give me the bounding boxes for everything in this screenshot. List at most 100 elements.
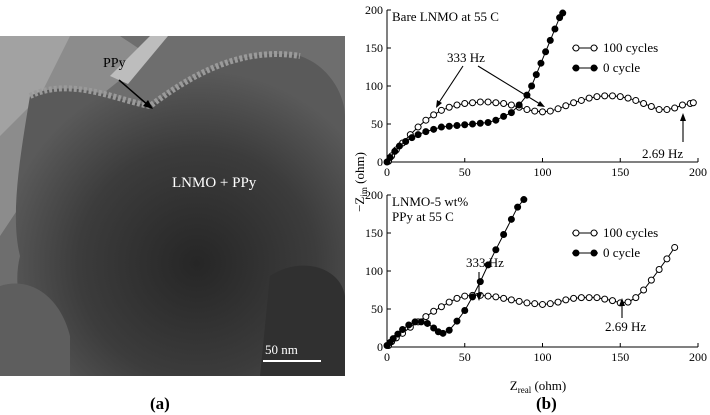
legend-marker [572,249,580,257]
y-tick-label: 100 [365,264,383,278]
data-point [417,318,425,326]
y-tick-label: 0 [377,340,383,354]
bottom-arrowhead-333hz [476,293,482,301]
ppy-label: PPy [103,56,126,71]
data-point [593,294,601,302]
data-point [570,99,578,107]
data-point [593,93,601,101]
data-point [624,298,632,306]
bottom-annotation-269hz: 2.69 Hz [605,319,646,334]
legend-marker [590,229,598,237]
top-arrowhead-333hz-left [436,100,442,108]
x-tick-label: 150 [611,165,629,179]
data-point [577,294,585,302]
data-point [546,36,554,44]
data-point [551,25,559,33]
data-point [422,128,430,136]
composite-label: LNMO + PPy [172,175,257,191]
y-axis-label: −Zim (ohm) [352,152,369,212]
legend-marker [590,249,598,257]
data-point [562,102,570,110]
data-point [507,101,515,109]
chart-title-line: Bare LNMO at 55 C [392,9,499,24]
data-point [492,293,500,301]
data-point [476,119,484,127]
x-tick-label: 50 [459,350,471,364]
top-arrowhead-269hz [680,113,686,121]
data-point [430,307,438,315]
chart-title-line: LNMO-5 wt% [392,194,468,209]
data-point [542,48,550,56]
data-point [601,92,609,100]
data-point [469,99,477,107]
x-tick-label: 100 [534,350,552,364]
data-point [411,318,419,326]
y-tick-label: 50 [371,117,383,131]
ppy-arrow [118,79,153,109]
data-point [616,93,624,101]
data-point [453,122,461,130]
y-tick-label: 150 [365,226,383,240]
data-point [608,92,616,100]
top-annotation-269hz: 2.69 Hz [642,146,683,161]
plot-lnmo-ppy: 0 50 100 150 200 0 50 100 150 200 LNMO-5 wt%PPy at… [365,188,707,364]
top-annotation-333hz: 333 Hz [447,50,485,65]
data-point [484,292,492,300]
data-point [500,231,508,239]
data-point [389,335,397,343]
data-point [492,99,500,107]
y-axis-label-sub: im [359,187,369,197]
legend-marker [572,229,580,237]
legend-label: 100 cycles [603,40,658,55]
x-tick-label: 0 [384,165,390,179]
data-point [430,125,438,133]
data-point [531,300,539,308]
data-point [430,111,438,119]
data-point [484,261,492,269]
data-point [546,107,554,115]
data-point [402,137,410,145]
data-point [445,122,453,130]
data-point [663,106,671,114]
data-point [647,103,655,111]
y-axis-label-unit: (ohm) [352,152,367,187]
data-point [423,319,431,327]
panel-b-label: (b) [536,394,557,413]
data-point [500,294,508,302]
data-point [484,98,492,106]
panel-a-label: (a) [150,394,170,413]
nyquist-chart: −Zim (ohm) Zreal (ohm) 0 50 100 150 200 0 50 10… [352,3,707,395]
data-point [476,278,484,286]
data-point [461,292,469,300]
data-point [678,101,686,109]
x-tick-label: 150 [611,350,629,364]
data-point [608,297,616,305]
plot-bare-lnmo: 0 50 100 150 200 0 50 100 150 200 Bare LNMO at 55 … [365,3,707,179]
legend-label: 0 cycle [603,245,640,260]
data-point [520,196,528,204]
data-point [671,243,679,251]
data-point [500,112,508,120]
x-axis-label-main: Z [510,378,518,393]
x-axis-label: Zreal (ohm) [510,378,566,395]
data-point [559,9,567,17]
data-point [585,94,593,102]
x-tick-label: 200 [689,350,707,364]
scale-bar-label: 50 nm [265,342,298,357]
data-point [539,300,546,308]
data-point [395,142,403,150]
x-axis-label-unit: (ohm) [531,378,566,393]
data-point [386,153,394,161]
data-point [437,123,445,131]
bottom-annotation-333hz: 333 Hz [466,255,504,270]
data-point [408,134,416,142]
data-point [655,265,663,273]
data-point [632,294,640,302]
data-point [514,203,522,211]
data-point [422,313,430,321]
data-point [484,118,492,126]
data-point [570,294,578,302]
tem-micrograph: PPy LNMO + PPy 50 nm [0,36,345,376]
data-point [461,307,469,315]
data-point [531,107,539,115]
